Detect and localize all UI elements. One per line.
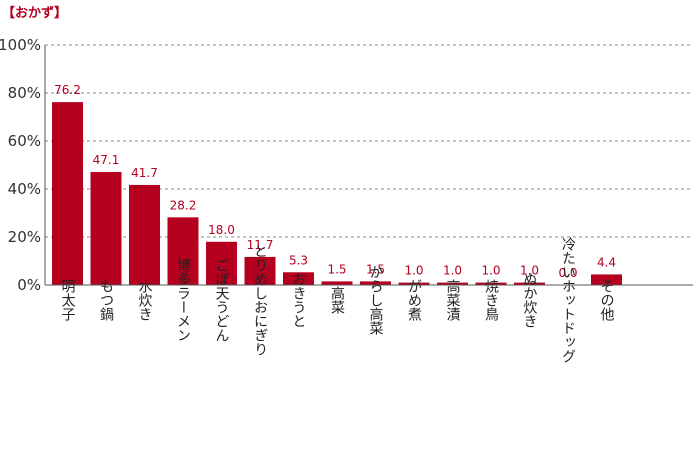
bar (167, 217, 199, 285)
value-label: 1.5 (366, 262, 385, 276)
bar (321, 281, 353, 285)
bar (244, 256, 276, 285)
value-label: 4.4 (597, 255, 616, 269)
value-label: 28.2 (170, 198, 197, 212)
value-label: 1.0 (404, 264, 423, 278)
value-label: 1.0 (481, 264, 500, 278)
bar (591, 274, 622, 285)
category-label: おきうと (291, 272, 307, 328)
value-label: 11.7 (247, 238, 274, 252)
bar (52, 102, 83, 286)
value-labels: 76.2 47.1 41.7 28.2 18.0 11.7 5.3 1.5 1.5 1.0 1.0 1… (54, 83, 616, 280)
bar (90, 171, 122, 285)
y-tick-label: 20% (8, 228, 41, 246)
bar (514, 282, 545, 285)
y-tick-label: 60% (8, 132, 41, 150)
y-tick-label: 100% (0, 36, 41, 54)
category-label: 冷たいホットドッグ (560, 237, 576, 363)
bar (206, 241, 237, 285)
bar (283, 272, 314, 285)
value-label: 76.2 (54, 83, 81, 97)
value-label: 1.5 (327, 262, 346, 276)
value-label: 18.0 (208, 223, 235, 237)
bar (437, 282, 468, 285)
category-label: がめ煮 (406, 279, 422, 321)
category-labels: 明太子 もつ鍋 水炊き 博多ラーメン ごぼ天うどん とりめしおにぎり おきうと 高菜 からし高菜… (60, 237, 615, 363)
bar (129, 184, 160, 285)
category-label: 高菜漬 (445, 278, 461, 321)
category-label: 明太子 (60, 279, 76, 321)
category-label: 高菜 (329, 285, 345, 314)
category-label: ごぼ天うどん (214, 258, 230, 342)
bar (475, 282, 507, 285)
y-tick-label: 80% (8, 84, 41, 102)
y-tick-label: 0% (17, 276, 41, 294)
chart-title: 【おかず】 (2, 5, 67, 21)
bars (52, 102, 622, 286)
value-label: 5.3 (289, 253, 308, 267)
bar (398, 282, 430, 285)
value-label: 0.0 (558, 266, 577, 280)
y-axis-ticks: 0% 20% 40% 60% 80% 100% (0, 36, 41, 294)
category-label: 博多ラーメン (175, 257, 191, 342)
value-label: 1.0 (443, 264, 462, 278)
value-label: 1.0 (520, 264, 539, 278)
category-label: もつ鍋 (98, 279, 114, 321)
category-label: ぬか炊き (522, 272, 538, 328)
category-label: その他 (599, 279, 615, 322)
category-label: 焼き鳥 (483, 279, 499, 321)
category-label: からし高菜 (368, 265, 384, 335)
bar (360, 281, 391, 285)
y-tick-label: 40% (8, 180, 41, 198)
value-label: 47.1 (93, 153, 120, 167)
value-label: 41.7 (131, 166, 158, 180)
category-label: とりめしおにぎり (252, 244, 268, 356)
category-label: 水炊き (137, 279, 153, 321)
